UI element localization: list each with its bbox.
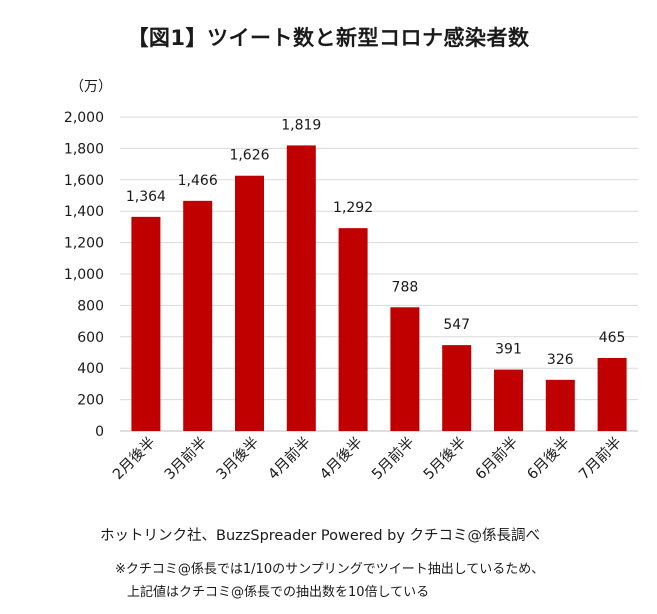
category-label: 5月前半 [368, 434, 417, 483]
category-label: 2月後半 [109, 434, 158, 483]
bar-value-label: 1,819 [281, 117, 321, 133]
y-tick-label: 800 [77, 298, 104, 314]
bar [545, 379, 575, 431]
y-axis-ticks: 0 200 400 600 800 1,000 1,200 1,400 1,600 1,800 2,… [64, 110, 104, 440]
y-tick-label: 1,800 [64, 141, 104, 157]
y-tick-label: 1,000 [64, 267, 104, 283]
bar [131, 216, 161, 431]
bar [442, 345, 472, 431]
bar-value-label: 465 [599, 330, 626, 346]
bars [131, 145, 627, 432]
bar-value-label: 1,292 [333, 200, 373, 216]
data-labels: 1,364 1,466 1,626 1,819 1,292 788 547 391 326 465 [126, 117, 626, 367]
bar [338, 228, 368, 431]
y-tick-label: 2,000 [64, 110, 104, 126]
y-tick-label: 0 [95, 424, 104, 440]
y-tick-label: 1,400 [64, 204, 104, 220]
bar [286, 145, 316, 432]
category-labels: 2月後半 3月前半 3月後半 4月前半 4月後半 5月前半 5月後半 6月前半 6月後半 7月前半 [109, 434, 625, 483]
bar [235, 175, 264, 431]
y-tick-label: 200 [77, 393, 104, 409]
y-tick-label: 1,200 [64, 236, 104, 252]
bar [597, 357, 627, 431]
y-tick-label: 1,600 [64, 173, 104, 189]
bar-value-label: 1,626 [229, 148, 269, 164]
bar-value-label: 1,364 [126, 189, 166, 205]
bar-chart: 0 200 400 600 800 1,000 1,200 1,400 1,600 1,800 2,… [64, 110, 638, 483]
category-label: 4月後半 [317, 434, 366, 483]
category-label: 4月前半 [265, 434, 314, 483]
bar [494, 369, 523, 431]
category-label: 6月後半 [524, 434, 573, 483]
bar-value-label: 788 [392, 279, 419, 295]
bar [390, 307, 420, 431]
footnote-line-2: 上記値はクチコミ@係長での抽出数を10倍している [127, 585, 430, 600]
category-label: 3月後半 [213, 434, 262, 483]
chart-title: 【図1】ツイート数と新型コロナ感染者数 [127, 26, 530, 50]
category-label: 3月前半 [161, 434, 210, 483]
category-label: 6月前半 [472, 434, 521, 483]
footnote-line-1: ※クチコミ@係長では1/10のサンプリングでツイート抽出しているため、 [115, 562, 545, 577]
source-credit: ホットリンク社、BuzzSpreader Powered by クチコミ@係長調… [100, 528, 541, 544]
bar-value-label: 391 [495, 342, 522, 358]
y-tick-label: 600 [77, 330, 104, 346]
category-label: 7月前半 [576, 434, 625, 483]
bar [183, 200, 213, 431]
bar-value-label: 326 [547, 352, 574, 368]
y-tick-label: 400 [77, 361, 104, 377]
bar-value-label: 547 [443, 317, 470, 333]
y-axis-unit-label: （万） [70, 79, 112, 95]
category-label: 5月後半 [420, 434, 469, 483]
bar-value-label: 1,466 [178, 173, 218, 189]
